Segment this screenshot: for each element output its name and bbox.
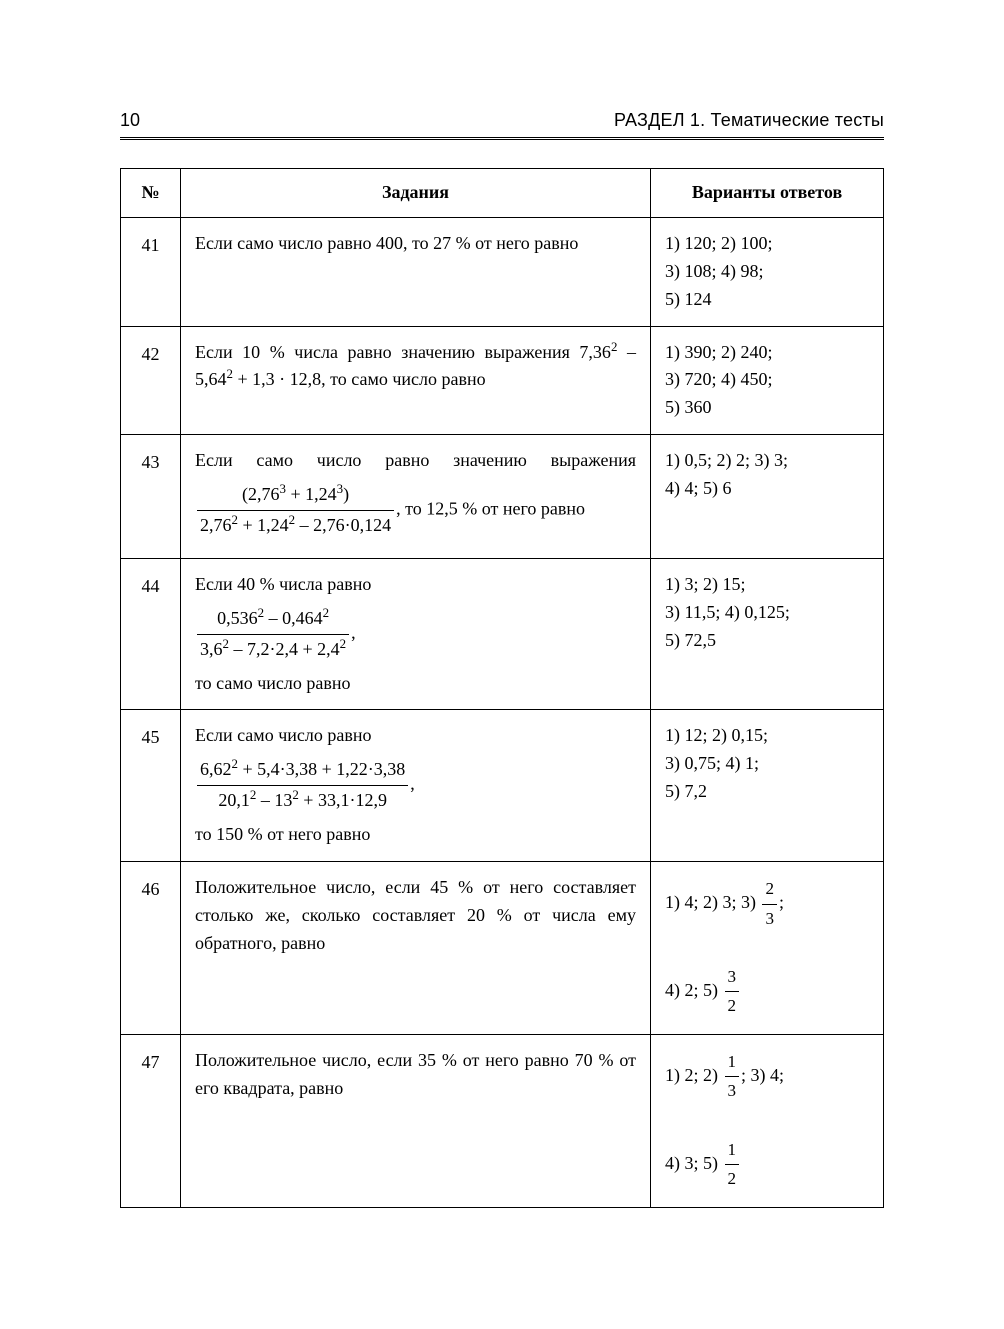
row-task: Если само число равно 400, то 27 % от не…: [181, 217, 651, 326]
row-num: 43: [121, 435, 181, 559]
row-task: Положительное число, если 35 % от не­го …: [181, 1034, 651, 1207]
fraction: 23: [762, 876, 777, 932]
answer-line: 3) 108; 4) 98;: [665, 261, 764, 281]
fraction: 0,5362 – 0,4642 3,62 – 7,2·2,4 + 2,42: [197, 605, 349, 664]
answer-line: 3) 720; 4) 450;: [665, 369, 773, 389]
answer-line: 4) 4; 5) 6: [665, 478, 732, 498]
answer-line: 3) 11,5; 4) 0,125;: [665, 602, 790, 622]
row-num: 47: [121, 1034, 181, 1207]
answer-line: 1) 3; 2) 15;: [665, 574, 746, 594]
table-row: 44 Если 40 % числа равно 0,5362 – 0,4642…: [121, 558, 884, 710]
fraction: (2,763 + 1,243) 2,762 + 1,242 – 2,76·0,1…: [197, 481, 394, 540]
col-header-answers: Варианты ответов: [651, 169, 884, 218]
fraction: 13: [725, 1049, 740, 1105]
task-text: , то 12,5 % от него равно: [396, 499, 585, 519]
col-header-task: Задания: [181, 169, 651, 218]
fraction-numerator: 0,5362 – 0,4642: [197, 605, 349, 635]
row-num: 44: [121, 558, 181, 710]
row-num: 45: [121, 710, 181, 862]
row-answers: 1) 120; 2) 100; 3) 108; 4) 98; 5) 124: [651, 217, 884, 326]
fraction-numerator: 6,622 + 5,4·3,38 + 1,22·3,38: [197, 756, 408, 786]
answer-line: 1) 4; 2) 3; 3) 23;: [665, 892, 784, 912]
table-row: 41 Если само число равно 400, то 27 % от…: [121, 217, 884, 326]
task-text: то 150 % от него равно: [195, 824, 370, 844]
fraction-denominator: 20,12 – 132 + 33,1·12,9: [197, 786, 408, 815]
row-answers: 1) 390; 2) 240; 3) 720; 4) 450; 5) 360: [651, 326, 884, 435]
task-text: Если само число равно: [195, 725, 371, 745]
page-number: 10: [120, 110, 140, 131]
task-text: Если 40 % числа равно: [195, 574, 371, 594]
table-row: 45 Если само число равно 6,622 + 5,4·3,3…: [121, 710, 884, 862]
task-text: ,: [410, 774, 415, 794]
row-task: Если само число равно значению выра­жени…: [181, 435, 651, 559]
answer-line: 5) 360: [665, 397, 712, 417]
task-text: ,: [351, 622, 356, 642]
answer-line: 1) 120; 2) 100;: [665, 233, 773, 253]
task-text: то само число равно: [195, 673, 351, 693]
answer-line: 1) 12; 2) 0,15;: [665, 725, 768, 745]
col-header-num: №: [121, 169, 181, 218]
answer-line: 4) 2; 5) 32: [665, 980, 741, 1000]
answer-line: 5) 7,2: [665, 781, 707, 801]
fraction-denominator: 3,62 – 7,2·2,4 + 2,42: [197, 635, 349, 664]
table-row: 42 Если 10 % числа равно значению выра­ж…: [121, 326, 884, 435]
table-row: 43 Если само число равно значению выра­ж…: [121, 435, 884, 559]
section-title: РАЗДЕЛ 1. Тематические тесты: [614, 110, 884, 131]
table-row: 47 Положительное число, если 35 % от не­…: [121, 1034, 884, 1207]
row-task: Положительное число, если 45 % от не­го …: [181, 862, 651, 1035]
fraction-numerator: (2,763 + 1,243): [197, 481, 394, 511]
fraction: 32: [725, 964, 740, 1020]
fraction-denominator: 2,762 + 1,242 – 2,76·0,124: [197, 511, 394, 540]
answer-line: 3) 0,75; 4) 1;: [665, 753, 759, 773]
answer-line: 1) 0,5; 2) 2; 3) 3;: [665, 450, 788, 470]
row-answers: 1) 2; 2) 13; 3) 4; 4) 3; 5) 12: [651, 1034, 884, 1207]
fraction: 6,622 + 5,4·3,38 + 1,22·3,38 20,12 – 132…: [197, 756, 408, 815]
table-header-row: № Задания Варианты ответов: [121, 169, 884, 218]
task-text: + 1,3 · 12,8, то само число равно: [233, 369, 486, 389]
page-header: 10 РАЗДЕЛ 1. Тематические тесты: [120, 110, 884, 140]
answer-line: 5) 124: [665, 289, 712, 309]
row-task: Если 40 % числа равно 0,5362 – 0,4642 3,…: [181, 558, 651, 710]
answer-line: 1) 390; 2) 240;: [665, 342, 773, 362]
tasks-table: № Задания Варианты ответов 41 Если само …: [120, 168, 884, 1208]
row-num: 41: [121, 217, 181, 326]
row-task: Если 10 % числа равно значению выра­жени…: [181, 326, 651, 435]
row-answers: 1) 12; 2) 0,15; 3) 0,75; 4) 1; 5) 7,2: [651, 710, 884, 862]
table-row: 46 Положительное число, если 45 % от не­…: [121, 862, 884, 1035]
row-num: 46: [121, 862, 181, 1035]
answer-line: 1) 2; 2) 13; 3) 4;: [665, 1065, 784, 1085]
task-text: Если само число равно значению выра­жени…: [195, 450, 636, 470]
row-answers: 1) 4; 2) 3; 3) 23; 4) 2; 5) 32: [651, 862, 884, 1035]
answer-line: 4) 3; 5) 12: [665, 1153, 741, 1173]
row-task: Если само число равно 6,622 + 5,4·3,38 +…: [181, 710, 651, 862]
task-text: Если 10 % числа равно значению выра­жени…: [195, 342, 611, 362]
answer-line: 5) 72,5: [665, 630, 716, 650]
row-answers: 1) 0,5; 2) 2; 3) 3; 4) 4; 5) 6: [651, 435, 884, 559]
row-answers: 1) 3; 2) 15; 3) 11,5; 4) 0,125; 5) 72,5: [651, 558, 884, 710]
fraction: 12: [725, 1137, 740, 1193]
row-num: 42: [121, 326, 181, 435]
